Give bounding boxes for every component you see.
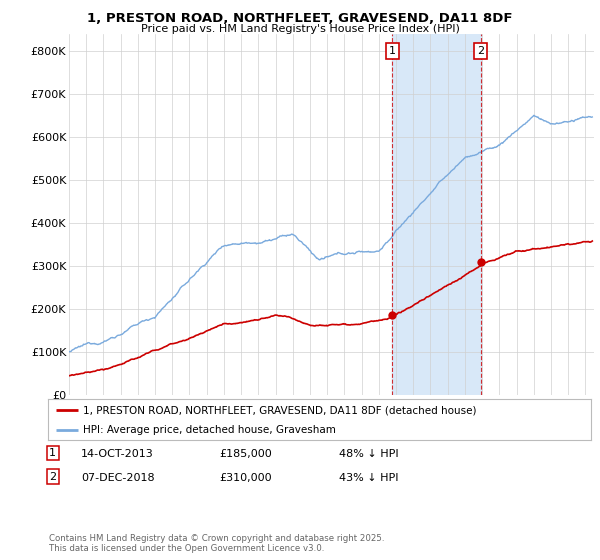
Text: 1: 1 bbox=[389, 46, 396, 56]
Text: HPI: Average price, detached house, Gravesham: HPI: Average price, detached house, Grav… bbox=[83, 424, 336, 435]
Text: Price paid vs. HM Land Registry's House Price Index (HPI): Price paid vs. HM Land Registry's House … bbox=[140, 24, 460, 34]
Text: 48% ↓ HPI: 48% ↓ HPI bbox=[339, 449, 398, 459]
Text: £185,000: £185,000 bbox=[219, 449, 272, 459]
Bar bbox=[392, 34, 481, 395]
Text: 43% ↓ HPI: 43% ↓ HPI bbox=[339, 473, 398, 483]
Text: 1, PRESTON ROAD, NORTHFLEET, GRAVESEND, DA11 8DF: 1, PRESTON ROAD, NORTHFLEET, GRAVESEND, … bbox=[87, 12, 513, 25]
Text: 2: 2 bbox=[49, 472, 56, 482]
Text: 2: 2 bbox=[477, 46, 484, 56]
Text: Contains HM Land Registry data © Crown copyright and database right 2025.
This d: Contains HM Land Registry data © Crown c… bbox=[49, 534, 385, 553]
Text: 1, PRESTON ROAD, NORTHFLEET, GRAVESEND, DA11 8DF (detached house): 1, PRESTON ROAD, NORTHFLEET, GRAVESEND, … bbox=[83, 405, 477, 415]
Text: 14-OCT-2013: 14-OCT-2013 bbox=[81, 449, 154, 459]
Text: 1: 1 bbox=[49, 448, 56, 458]
Text: £310,000: £310,000 bbox=[219, 473, 272, 483]
Text: 07-DEC-2018: 07-DEC-2018 bbox=[81, 473, 155, 483]
